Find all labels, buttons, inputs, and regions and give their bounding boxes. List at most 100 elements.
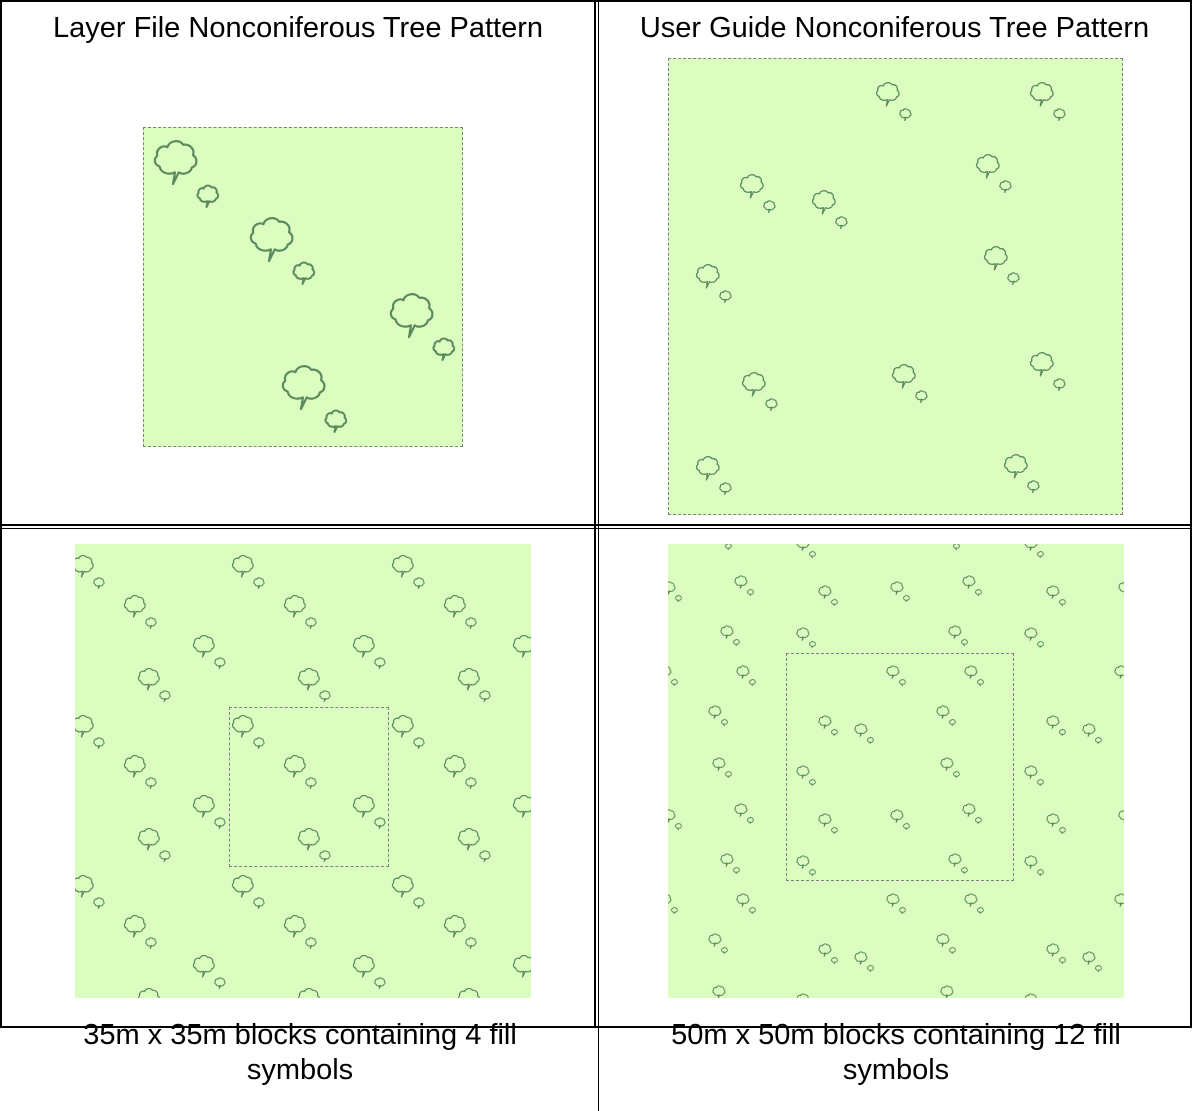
nonconiferous-tree-icon	[1024, 993, 1037, 998]
table-border-bottom-segment	[0, 1026, 1192, 1028]
nonconiferous-tree-icon	[465, 937, 477, 950]
nonconiferous-tree-icon	[1029, 352, 1054, 377]
nonconiferous-tree-icon	[960, 639, 968, 647]
nonconiferous-tree-icon	[748, 679, 756, 687]
nonconiferous-tree-icon	[1118, 809, 1124, 823]
user-guide-pattern-block	[668, 58, 1123, 515]
nonconiferous-tree-icon	[443, 914, 466, 938]
nonconiferous-tree-icon	[763, 200, 776, 214]
nonconiferous-tree-icon	[983, 246, 1008, 271]
nonconiferous-tree-icon	[1029, 82, 1054, 107]
nonconiferous-tree-icon	[1007, 272, 1020, 286]
nonconiferous-tree-icon	[192, 794, 215, 818]
nonconiferous-tree-icon	[457, 827, 480, 851]
nonconiferous-tree-icon	[305, 937, 317, 950]
nonconiferous-tree-icon	[915, 390, 928, 404]
nonconiferous-tree-icon	[668, 581, 676, 595]
nonconiferous-tree-icon	[732, 867, 740, 875]
nonconiferous-tree-icon	[695, 456, 720, 481]
nonconiferous-tree-icon	[948, 853, 962, 867]
nonconiferous-tree-icon	[1082, 951, 1096, 965]
nonconiferous-tree-icon	[736, 893, 750, 907]
nonconiferous-tree-icon	[875, 82, 900, 107]
tree-pattern-canvas	[153, 140, 456, 433]
table-divider-vertical-2	[598, 0, 599, 1111]
nonconiferous-tree-icon	[324, 409, 348, 433]
nonconiferous-tree-icon	[976, 679, 984, 687]
nonconiferous-tree-icon	[890, 809, 904, 823]
nonconiferous-tree-icon	[192, 954, 215, 978]
layer-file-pattern-block	[143, 127, 463, 447]
nonconiferous-tree-icon	[231, 874, 254, 898]
nonconiferous-tree-icon	[886, 665, 900, 679]
nonconiferous-tree-icon	[159, 850, 171, 863]
table-divider-horizontal-2	[0, 528, 1192, 529]
caption-user-guide-blocks: 50m x 50m blocks containing 12 fill symb…	[671, 1019, 1121, 1086]
table-border-right	[1190, 0, 1192, 1028]
nonconiferous-tree-icon	[374, 817, 386, 830]
nonconiferous-tree-icon	[830, 729, 838, 737]
nonconiferous-tree-icon	[292, 261, 316, 285]
nonconiferous-tree-icon	[1024, 765, 1038, 779]
nonconiferous-tree-icon	[214, 817, 226, 830]
nonconiferous-tree-icon	[796, 765, 810, 779]
header-user-guide-pattern: User Guide Nonconiferous Tree Pattern	[639, 12, 1150, 44]
nonconiferous-tree-icon	[253, 737, 265, 750]
nonconiferous-tree-icon	[902, 595, 910, 603]
nonconiferous-tree-icon	[818, 715, 832, 729]
nonconiferous-tree-icon	[732, 639, 740, 647]
nonconiferous-tree-icon	[1036, 551, 1044, 559]
nonconiferous-tree-icon	[948, 625, 962, 639]
nonconiferous-tree-icon	[866, 737, 874, 745]
nonconiferous-tree-icon	[123, 914, 146, 938]
nonconiferous-tree-icon	[1053, 108, 1066, 122]
nonconiferous-tree-icon	[719, 290, 732, 304]
nonconiferous-tree-icon	[465, 617, 477, 630]
tree-pattern-canvas	[668, 544, 1124, 998]
nonconiferous-tree-icon	[391, 714, 414, 738]
nonconiferous-tree-icon	[719, 482, 732, 496]
nonconiferous-tree-icon	[668, 894, 672, 904]
caption-layer-file-blocks: 35m x 35m blocks containing 4 fill symbo…	[83, 1019, 517, 1086]
nonconiferous-tree-icon	[145, 777, 157, 790]
nonconiferous-tree-icon	[352, 794, 375, 818]
nonconiferous-tree-icon	[391, 874, 414, 898]
nonconiferous-tree-icon	[391, 554, 414, 578]
nonconiferous-tree-icon	[720, 853, 734, 867]
nonconiferous-tree-icon	[808, 641, 816, 649]
nonconiferous-tree-icon	[670, 679, 678, 687]
nonconiferous-tree-icon	[297, 827, 320, 851]
nonconiferous-tree-icon	[137, 987, 160, 998]
table-border-top	[0, 0, 1192, 2]
nonconiferous-tree-icon	[1058, 827, 1066, 835]
nonconiferous-tree-icon	[808, 869, 816, 877]
nonconiferous-tree-icon	[352, 954, 375, 978]
nonconiferous-tree-icon	[145, 937, 157, 950]
nonconiferous-tree-icon	[902, 823, 910, 831]
nonconiferous-tree-icon	[796, 627, 810, 641]
nonconiferous-tree-icon	[457, 667, 480, 691]
nonconiferous-tree-icon	[720, 947, 728, 955]
nonconiferous-tree-icon	[283, 914, 306, 938]
nonconiferous-tree-icon	[975, 154, 1000, 179]
nonconiferous-tree-icon	[948, 719, 956, 727]
nonconiferous-tree-icon	[231, 714, 254, 738]
nonconiferous-tree-icon	[712, 985, 726, 998]
nonconiferous-tree-icon	[389, 293, 434, 339]
nonconiferous-tree-icon	[674, 595, 682, 603]
nonconiferous-tree-icon	[512, 954, 531, 978]
nonconiferous-tree-icon	[192, 634, 215, 658]
nonconiferous-tree-icon	[1046, 585, 1060, 599]
nonconiferous-tree-icon	[668, 666, 672, 676]
nonconiferous-tree-icon	[668, 809, 676, 823]
nonconiferous-tree-icon	[898, 679, 906, 687]
nonconiferous-tree-icon	[305, 777, 317, 790]
nonconiferous-tree-icon	[319, 690, 331, 703]
nonconiferous-tree-icon	[512, 794, 531, 818]
nonconiferous-tree-icon	[899, 108, 912, 122]
nonconiferous-tree-icon	[936, 933, 950, 947]
nonconiferous-tree-icon	[1036, 641, 1044, 649]
nonconiferous-tree-icon	[835, 216, 848, 230]
nonconiferous-tree-icon	[952, 771, 960, 779]
nonconiferous-tree-icon	[891, 364, 916, 389]
